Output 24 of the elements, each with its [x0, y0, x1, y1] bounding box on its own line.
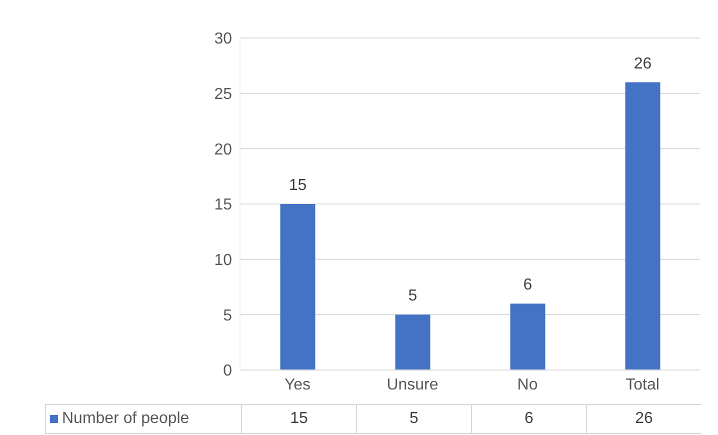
bar: [625, 82, 660, 370]
annotation: 5: [408, 288, 418, 305]
annotation: 6: [523, 276, 532, 294]
y-tick-label: 30: [214, 30, 232, 48]
y-tick-label: 25: [214, 86, 232, 104]
legend-label: Number of people: [62, 410, 190, 428]
data-label: 26: [586, 405, 701, 433]
x-tick-label: Unsure: [386, 376, 438, 394]
data-label: 5: [356, 405, 471, 433]
data-label: 6: [471, 405, 586, 433]
y-tick-label: 15: [214, 196, 232, 214]
x-tick-label: No: [517, 376, 538, 394]
data-label: 15: [241, 405, 356, 433]
bar: [280, 204, 316, 370]
bar: [395, 314, 430, 370]
y-tick-label: 10: [214, 252, 232, 270]
y-tick-label: 20: [214, 141, 232, 158]
x-tick-label: Yes: [284, 376, 311, 394]
annotation: 15: [288, 177, 307, 194]
y-tick-label: 5: [223, 307, 232, 324]
bar: [510, 304, 546, 370]
y-tick-label: 0: [223, 362, 232, 380]
x-tick-label: Total: [626, 376, 660, 394]
annotation: 26: [634, 55, 652, 72]
